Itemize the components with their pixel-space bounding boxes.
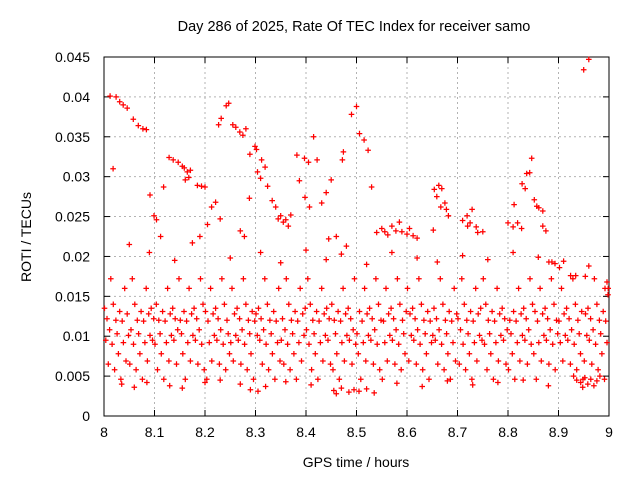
data-points: [101, 56, 611, 397]
x-tick-label: 8.4: [296, 424, 316, 440]
x-tick-label: 8.5: [347, 424, 367, 440]
y-tick-label: 0.025: [55, 209, 90, 225]
y-tick-labels: 0 0.005 0.01 0.015 0.02 0.025 0.03 0.035 0.04 0.0…: [55, 49, 90, 424]
y-tick-label: 0.005: [55, 368, 90, 384]
y-tick-label: 0: [82, 408, 90, 424]
y-axis-label: ROTI / TECUs: [18, 192, 34, 282]
x-tick-label: 9: [605, 424, 613, 440]
y-tick-label: 0.015: [55, 288, 90, 304]
roti-markers: [101, 56, 611, 397]
y-tick-label: 0.035: [55, 129, 90, 145]
y-tick-label: 0.03: [63, 169, 90, 185]
x-tick-label: 8.3: [246, 424, 266, 440]
x-tick-label: 8.6: [397, 424, 417, 440]
x-tick-label: 8.2: [195, 424, 215, 440]
x-tick-labels: 8 8.1 8.2 8.3 8.4 8.5 8.6 8.7 8.8 8.9 9: [100, 424, 613, 440]
chart-title: Day 286 of 2025, Rate Of TEC Index for r…: [178, 19, 531, 35]
y-tick-label: 0.02: [63, 248, 90, 264]
grid-lines: [104, 57, 609, 416]
x-tick-label: 8.8: [498, 424, 518, 440]
plot-border: [103, 56, 610, 417]
x-tick-label: 8: [100, 424, 108, 440]
y-tick-label: 0.045: [55, 49, 90, 65]
x-tick-label: 8.7: [448, 424, 468, 440]
x-tick-label: 8.1: [145, 424, 165, 440]
x-tick-label: 8.9: [549, 424, 569, 440]
y-tick-label: 0.04: [63, 89, 90, 105]
x-axis-label: GPS time / hours: [303, 454, 410, 470]
y-tick-label: 0.01: [63, 328, 90, 344]
